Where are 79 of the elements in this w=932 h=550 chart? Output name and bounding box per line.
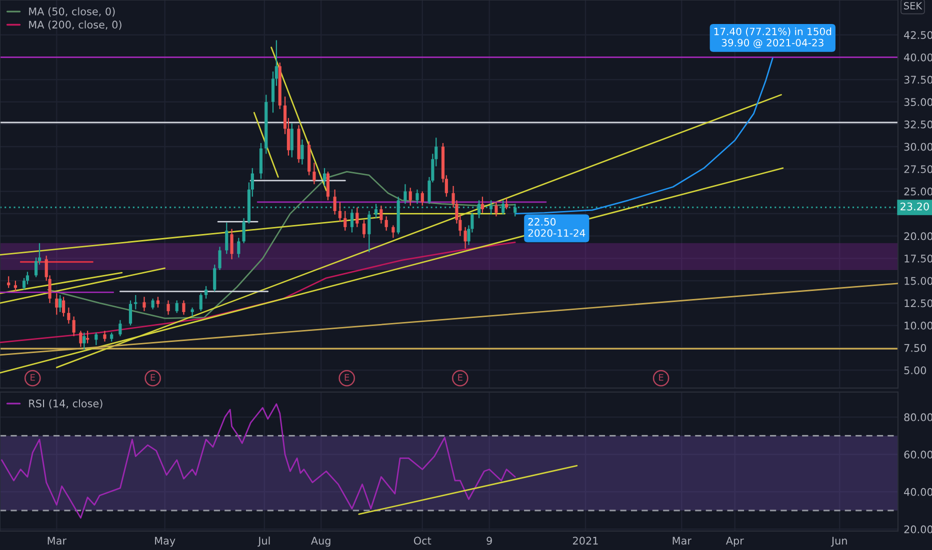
candlestick bbox=[312, 162, 316, 185]
candlestick bbox=[156, 296, 160, 308]
candlestick bbox=[420, 190, 424, 206]
annotation: 22.50 2020-11-24 bbox=[528, 218, 586, 237]
candlestick bbox=[166, 300, 170, 316]
candlestick bbox=[79, 330, 82, 348]
candlestick bbox=[242, 218, 246, 244]
candlestick bbox=[199, 292, 202, 312]
candlestick bbox=[190, 307, 194, 318]
candlestick bbox=[322, 168, 326, 187]
candlestick bbox=[67, 307, 70, 324]
annotation: E bbox=[30, 374, 35, 381]
candlestick bbox=[338, 202, 342, 222]
candlestick bbox=[504, 198, 508, 210]
x-tick-label: 2021 bbox=[573, 536, 598, 545]
candlestick bbox=[344, 210, 347, 232]
x-tick-label: Jun bbox=[830, 536, 847, 547]
x-tick-label: May bbox=[155, 536, 176, 547]
candlestick bbox=[290, 122, 294, 158]
candlestick bbox=[350, 208, 354, 234]
candlestick bbox=[118, 320, 122, 337]
candlestick bbox=[151, 298, 154, 310]
annotation: E bbox=[458, 374, 462, 381]
legend-label: MA (50, close, 0) bbox=[29, 7, 115, 17]
annotation: E bbox=[150, 374, 156, 381]
candlestick bbox=[213, 264, 216, 292]
candlestick bbox=[408, 187, 412, 206]
x-tick-label: Mar bbox=[48, 536, 66, 545]
legend-label: MA (200, close, 0) bbox=[29, 20, 122, 30]
candlestick bbox=[128, 300, 132, 326]
x-tick-label: 9 bbox=[486, 536, 492, 545]
candlestick bbox=[404, 184, 407, 204]
annotation: E bbox=[344, 374, 350, 381]
legend-label: RSI (14, close) bbox=[29, 399, 102, 409]
candlestick bbox=[392, 224, 395, 238]
candlestick bbox=[225, 222, 228, 254]
y-axis-title: SEK bbox=[904, 2, 922, 10]
candlestick bbox=[464, 226, 467, 250]
candlestick bbox=[82, 332, 86, 350]
candlestick bbox=[94, 332, 98, 346]
candlestick bbox=[134, 294, 138, 310]
line-series bbox=[0, 242, 516, 344]
candlestick bbox=[356, 206, 359, 228]
candlestick bbox=[326, 171, 330, 201]
candlestick bbox=[362, 219, 366, 238]
annotation: E bbox=[659, 374, 664, 381]
x-tick-label: Apr bbox=[726, 536, 744, 547]
line-series bbox=[47, 170, 516, 319]
candlestick bbox=[384, 216, 388, 232]
candlestick bbox=[490, 200, 493, 216]
ref-line-label: 23.20 bbox=[900, 202, 929, 210]
candlestick bbox=[55, 292, 58, 316]
x-tick-label: Mar bbox=[672, 536, 692, 545]
candlestick bbox=[237, 237, 240, 258]
candlestick bbox=[480, 196, 484, 214]
annotation: 17.40 (77.21%) in 150d 39.90 @ 2021-04-23 bbox=[714, 28, 832, 48]
x-tick-label: Aug bbox=[310, 536, 330, 547]
candlestick bbox=[494, 202, 498, 217]
candlestick bbox=[368, 210, 371, 253]
candlestick bbox=[182, 300, 186, 316]
candlestick bbox=[58, 294, 62, 313]
candlestick bbox=[333, 188, 336, 216]
candlestick bbox=[300, 138, 304, 166]
candlestick bbox=[103, 330, 106, 342]
candlestick bbox=[72, 316, 76, 337]
candlestick bbox=[416, 188, 419, 204]
y-tick-label: 5.00 bbox=[904, 366, 926, 374]
candlestick bbox=[14, 280, 17, 292]
candlestick bbox=[62, 296, 66, 318]
candlestick bbox=[230, 228, 234, 260]
x-tick-label: Oct bbox=[414, 536, 432, 545]
candlestick bbox=[218, 246, 222, 271]
x-tick-label: Jul bbox=[258, 536, 270, 547]
candlestick bbox=[7, 276, 10, 288]
candlestick bbox=[204, 286, 208, 300]
candlestick bbox=[380, 205, 383, 224]
candlestick bbox=[175, 300, 178, 314]
y-tick-label: 7.50 bbox=[904, 344, 926, 352]
candlestick bbox=[142, 296, 146, 312]
